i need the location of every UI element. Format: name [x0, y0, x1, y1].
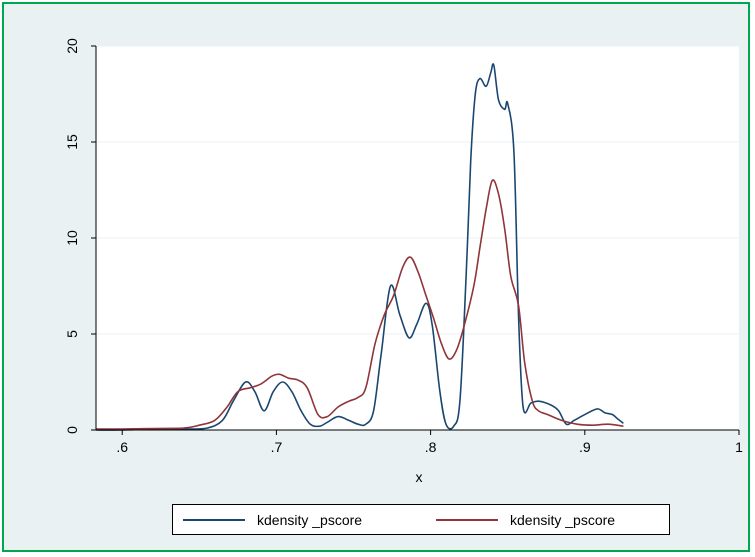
y-tick-label: 10 [64, 230, 80, 246]
legend-label-series-1: kdensity _pscore [257, 511, 363, 528]
y-tick-label: 5 [64, 330, 80, 338]
x-tick-label: .6 [116, 439, 128, 455]
x-tick-label: 1 [735, 439, 743, 455]
x-tick-label: .8 [425, 439, 437, 455]
y-tick-label: 20 [64, 38, 80, 54]
x-tick-label: .7 [271, 439, 283, 455]
legend-label-series-2: kdensity _pscore [510, 511, 616, 528]
y-tick-label: 0 [64, 426, 80, 434]
legend: kdensity _pscore kdensity _pscore [172, 504, 670, 535]
series-line-2 [95, 179, 624, 430]
graph-region: 0 5 10 15 20 .6 .7 .8 .9 1 x kdensity _pscore kde… [2, 2, 750, 552]
x-tick-label: .9 [579, 439, 591, 455]
legend-swatch-series-2 [436, 518, 498, 521]
y-tick-label: 15 [64, 134, 80, 150]
series-line-1 [95, 63, 624, 431]
density-plot: 0 5 10 15 20 .6 .7 .8 .9 1 x [64, 38, 743, 485]
legend-item-series-1: kdensity _pscore [183, 505, 362, 534]
x-axis-title: x [416, 469, 423, 485]
legend-item-series-2: kdensity _pscore [436, 505, 615, 534]
legend-swatch-series-1 [183, 518, 245, 521]
